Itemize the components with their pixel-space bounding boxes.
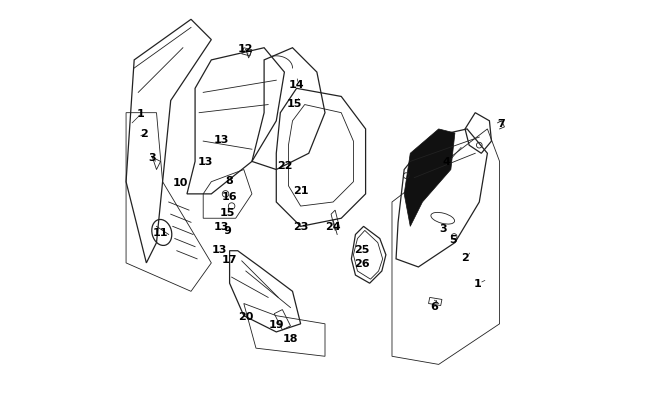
Text: 11: 11 [153,228,168,238]
Text: 18: 18 [283,333,298,343]
Text: 20: 20 [238,311,254,321]
Text: 15: 15 [287,98,302,108]
Text: 14: 14 [289,80,304,90]
Text: 13: 13 [198,157,213,167]
Text: 26: 26 [354,258,369,268]
Text: 2: 2 [140,129,148,139]
Text: 13: 13 [212,244,227,254]
Text: 5: 5 [449,234,457,244]
Text: 13: 13 [214,135,229,145]
Text: 1: 1 [473,279,481,288]
Text: 8: 8 [226,175,233,185]
Text: 22: 22 [277,161,292,171]
Text: 16: 16 [222,192,237,201]
Text: 7: 7 [498,119,506,128]
Text: 4: 4 [443,157,450,167]
Text: 17: 17 [222,254,237,264]
Text: 21: 21 [293,185,308,195]
Text: 3: 3 [439,224,447,234]
Text: 6: 6 [431,301,439,311]
Text: 1: 1 [136,109,144,118]
Text: 12: 12 [238,44,254,53]
Text: 2: 2 [462,252,469,262]
Text: 10: 10 [173,177,188,187]
Text: 23: 23 [293,222,308,232]
Text: 15: 15 [220,208,235,217]
Text: 3: 3 [149,153,156,163]
Text: 24: 24 [325,222,341,232]
Text: 13: 13 [214,222,229,232]
Polygon shape [404,130,455,227]
Text: 25: 25 [354,244,369,254]
Text: 19: 19 [268,319,284,329]
Text: 9: 9 [224,226,231,236]
